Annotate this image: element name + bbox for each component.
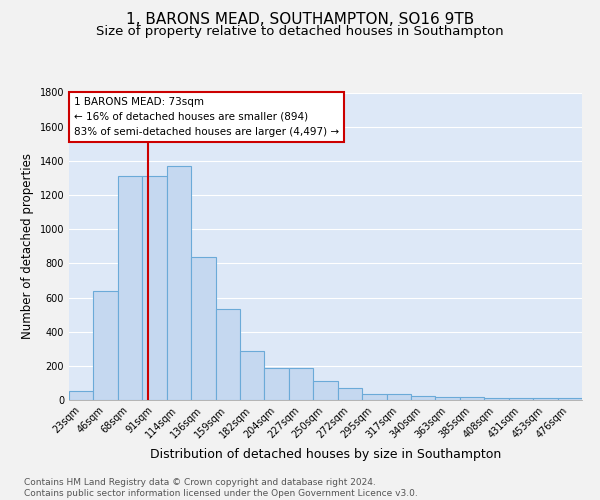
Bar <box>533 398 557 400</box>
Bar <box>362 394 386 400</box>
X-axis label: Distribution of detached houses by size in Southampton: Distribution of detached houses by size … <box>150 448 501 461</box>
Bar <box>215 310 240 400</box>
Bar <box>509 398 533 400</box>
Text: 1, BARONS MEAD, SOUTHAMPTON, SO16 9TB: 1, BARONS MEAD, SOUTHAMPTON, SO16 9TB <box>126 12 474 28</box>
Bar <box>118 176 142 400</box>
Bar <box>142 176 167 400</box>
Bar <box>484 398 509 400</box>
Text: Contains HM Land Registry data © Crown copyright and database right 2024.
Contai: Contains HM Land Registry data © Crown c… <box>24 478 418 498</box>
Bar <box>313 381 338 400</box>
Bar <box>240 352 265 400</box>
Bar <box>191 256 215 400</box>
Bar <box>69 390 94 400</box>
Bar <box>557 398 582 400</box>
Bar <box>94 290 118 400</box>
Y-axis label: Number of detached properties: Number of detached properties <box>21 153 34 339</box>
Bar <box>265 368 289 400</box>
Bar <box>338 388 362 400</box>
Bar <box>167 166 191 400</box>
Text: 1 BARONS MEAD: 73sqm
← 16% of detached houses are smaller (894)
83% of semi-deta: 1 BARONS MEAD: 73sqm ← 16% of detached h… <box>74 97 339 136</box>
Bar <box>386 394 411 400</box>
Text: Size of property relative to detached houses in Southampton: Size of property relative to detached ho… <box>96 25 504 38</box>
Bar <box>411 396 436 400</box>
Bar <box>460 397 484 400</box>
Bar <box>436 396 460 400</box>
Bar <box>289 368 313 400</box>
